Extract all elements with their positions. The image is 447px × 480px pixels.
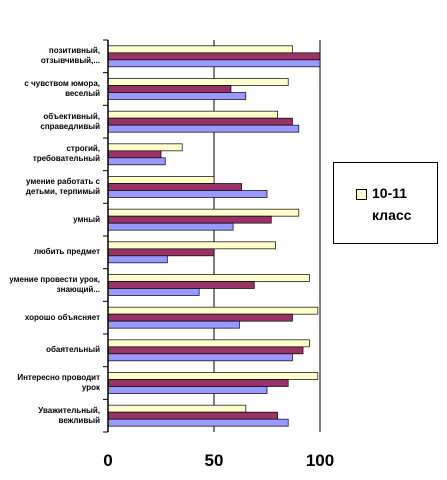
y-tick-label: любить предмет xyxy=(33,247,100,257)
y-tick-label: обаятельный xyxy=(46,345,100,355)
bar xyxy=(107,59,321,68)
bar xyxy=(107,386,268,394)
bar xyxy=(107,176,215,184)
bar xyxy=(107,45,293,54)
legend-label: 10-11 класс xyxy=(372,185,412,223)
legend: 10-11 класс xyxy=(333,162,438,244)
bar xyxy=(107,372,319,380)
bar xyxy=(107,404,247,413)
bar xyxy=(107,124,300,133)
bar xyxy=(107,78,289,86)
bar xyxy=(107,418,289,427)
bar xyxy=(107,150,162,159)
y-tick-label: позитивный, отзывчивый,... xyxy=(40,46,100,66)
bar xyxy=(107,248,215,257)
bar xyxy=(107,52,321,61)
bar xyxy=(107,157,166,166)
bar xyxy=(107,208,300,217)
y-tick-label: с чувством юмора, веселый xyxy=(24,79,100,98)
bar xyxy=(107,92,247,100)
bar xyxy=(107,281,255,289)
bar xyxy=(107,313,293,322)
y-tick-label: Уважительный, вежливый xyxy=(38,405,100,425)
bar xyxy=(107,190,268,198)
bar xyxy=(107,222,234,231)
y-tick-label: хорошо объясняет xyxy=(24,312,100,322)
bar xyxy=(107,306,319,315)
bar xyxy=(107,274,310,282)
x-tick-label: 0 xyxy=(103,451,112,470)
bar xyxy=(107,353,293,362)
bar xyxy=(107,85,232,93)
legend-swatch xyxy=(356,189,367,200)
bar xyxy=(107,255,168,264)
y-tick-label: строгий, требовательный xyxy=(32,144,100,164)
bar xyxy=(107,241,276,250)
bar xyxy=(107,346,304,355)
bar xyxy=(107,117,293,126)
bar xyxy=(107,288,200,296)
bar xyxy=(107,215,272,224)
y-tick-label: умный xyxy=(73,214,100,224)
y-tick-label: Интересно проводит урок xyxy=(17,373,100,392)
bar xyxy=(107,379,289,387)
bar xyxy=(107,411,278,420)
y-tick-label: объективный, справедливый xyxy=(40,111,100,131)
bar xyxy=(107,110,278,119)
y-tick-label: умение работать с детьми, терпимый xyxy=(25,177,100,196)
bar xyxy=(107,320,240,329)
bar xyxy=(107,339,310,348)
bar xyxy=(107,143,183,152)
bar xyxy=(107,183,242,191)
x-tick-label: 100 xyxy=(306,451,334,470)
y-tick-label: умение провести урок, знающий... xyxy=(9,275,100,294)
x-tick-label: 50 xyxy=(205,451,224,470)
